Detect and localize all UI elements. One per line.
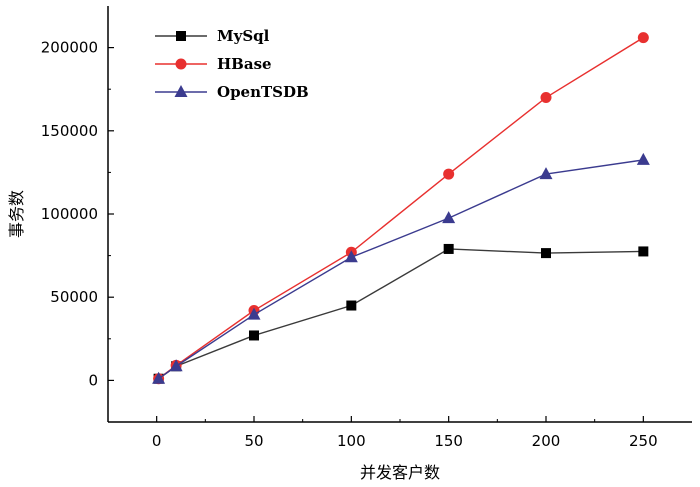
legend-item: HBase [155,55,272,73]
data-point-triangle [442,211,456,224]
data-point-triangle [169,359,183,372]
y-tick-label: 200000 [41,39,98,57]
data-point-circle [540,92,552,104]
x-axis-title: 并发客户数 [360,463,440,482]
y-tick-label: 0 [88,371,98,389]
legend-label: MySql [217,27,270,45]
series-mysql [153,243,649,384]
x-tick-label: 250 [629,432,658,450]
legend-item: OpenTSDB [155,83,309,101]
x-tick-label: 50 [244,432,263,450]
legend: MySql HBase OpenTSDB [155,27,309,101]
series-line [158,159,644,380]
data-point-circle [637,32,649,44]
y-tick-label: 100000 [41,205,98,223]
y-axis-title: 事务数 [7,190,26,238]
data-point-square [249,330,259,341]
y-tick-label: 150000 [41,122,98,140]
data-point-square [176,31,186,41]
data-point-square [541,248,551,259]
y-tick-label: 50000 [50,288,98,306]
series-layer [152,32,650,385]
x-tick-label: 100 [337,432,366,450]
data-point-triangle [539,167,553,180]
legend-label: OpenTSDB [217,83,309,101]
y-axis-ticks: 0 50000 100000 150000 200000 [41,39,114,389]
x-tick-label: 200 [532,432,561,450]
series-opentsdb [152,152,650,384]
legend-label: HBase [217,55,272,73]
x-tick-label: 150 [434,432,463,450]
data-point-square [443,243,454,254]
data-point-circle [175,58,187,70]
data-point-square [346,300,357,311]
data-point-triangle [152,371,166,384]
data-point-square [638,246,649,257]
data-point-triangle [636,152,650,165]
legend-item: MySql [155,27,270,45]
x-tick-label: 0 [152,432,162,450]
series-line [158,248,644,380]
data-point-triangle [247,307,261,320]
data-point-triangle [344,250,358,263]
data-point-circle [443,168,455,180]
x-axis-ticks: 0 50 100 150 200 250 [152,416,658,450]
data-point-triangle [174,85,188,97]
